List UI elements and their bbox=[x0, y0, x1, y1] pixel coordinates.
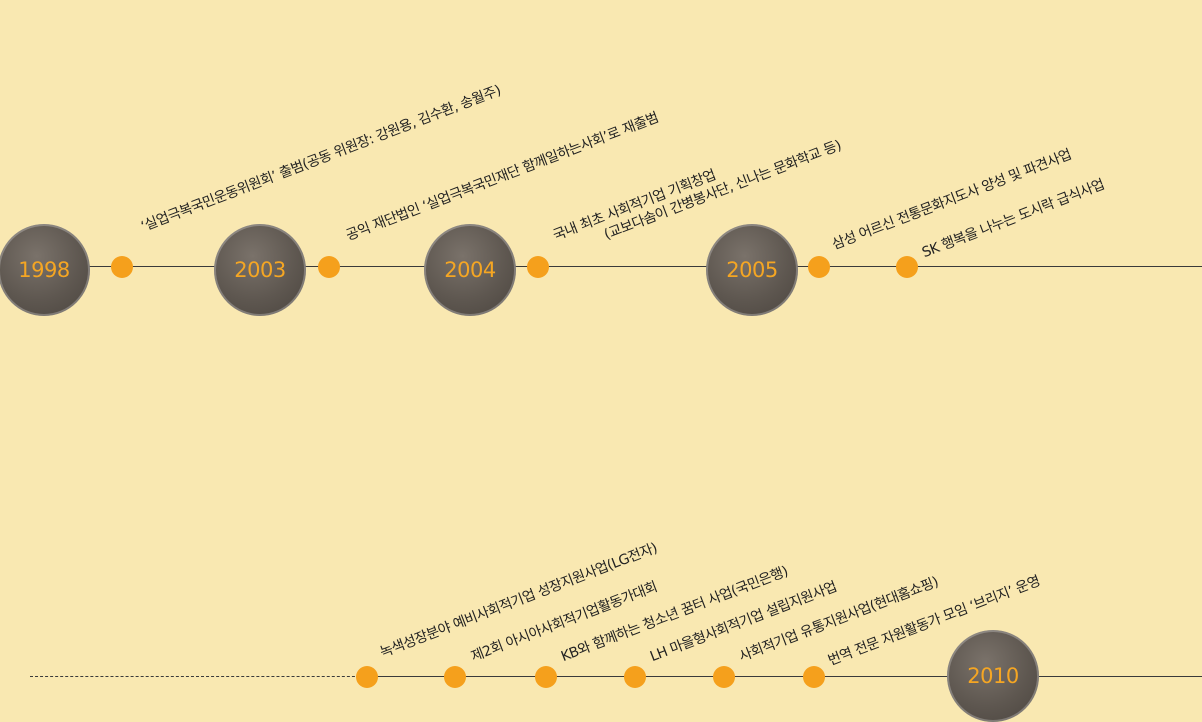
year-2005-circle: 2005 bbox=[706, 224, 798, 316]
event-label: SK 행복을 나누는 도시락 급식사업 bbox=[919, 176, 1107, 262]
year-1998-circle: 1998 bbox=[0, 224, 90, 316]
timeline-bottom-dashed-line bbox=[30, 676, 370, 677]
event-dot bbox=[527, 256, 549, 278]
timeline-top-line bbox=[0, 266, 1202, 267]
event-label: (교보다솜이 간병봉사단, 신나는 문화학교 등) bbox=[601, 137, 844, 244]
year-2004-circle: 2004 bbox=[424, 224, 516, 316]
event-dot bbox=[713, 666, 735, 688]
event-dot bbox=[803, 666, 825, 688]
event-dot bbox=[808, 256, 830, 278]
event-dot bbox=[444, 666, 466, 688]
event-dot bbox=[356, 666, 378, 688]
event-dot bbox=[111, 256, 133, 278]
event-dot bbox=[318, 256, 340, 278]
year-2010-circle: 2010 bbox=[947, 630, 1039, 722]
event-label: ‘실업극복국민운동위원회’ 출범(공동 위원장: 강원용, 김수환, 송월주) bbox=[138, 82, 504, 236]
year-2003-circle: 2003 bbox=[214, 224, 306, 316]
event-dot bbox=[624, 666, 646, 688]
event-dot bbox=[896, 256, 918, 278]
event-dot bbox=[535, 666, 557, 688]
timeline-bottom-line bbox=[370, 676, 1202, 677]
